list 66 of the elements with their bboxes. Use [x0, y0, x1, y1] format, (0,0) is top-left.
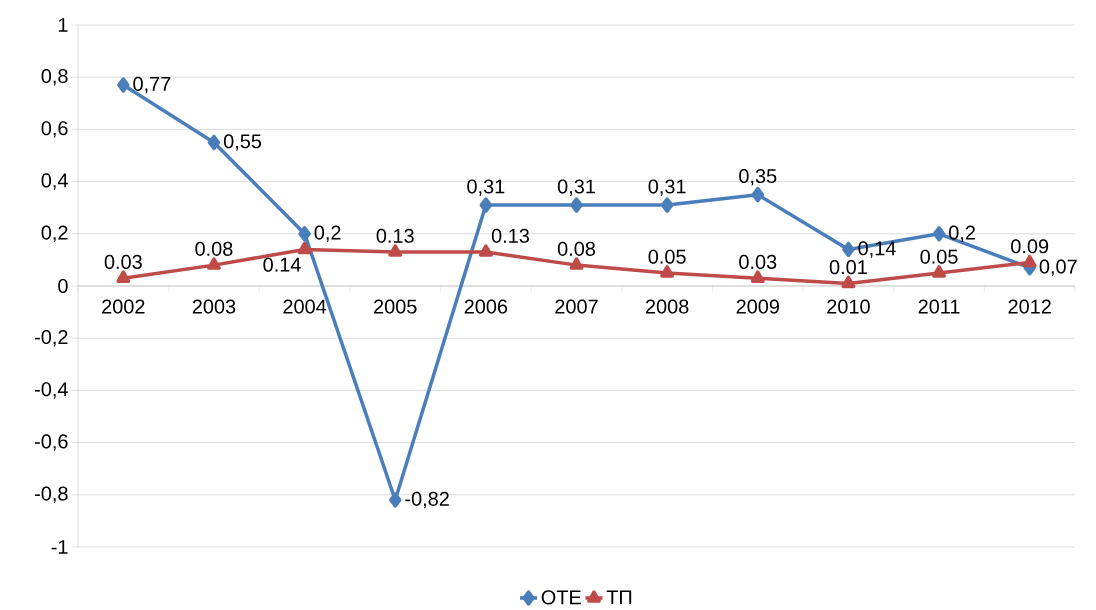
data-label: 0,35: [739, 168, 777, 186]
data-label: 0.05: [648, 249, 686, 264]
point: [117, 77, 130, 93]
point: [479, 197, 493, 213]
point: [932, 226, 946, 242]
x-tick-label: 2011: [918, 299, 960, 314]
x-tick-label: 2006: [464, 299, 508, 314]
point: [569, 257, 584, 270]
y-tick-label: -0,6: [35, 434, 68, 451]
x-tick-label: 2005: [374, 299, 417, 314]
y-tick-label: -0,4: [35, 382, 68, 399]
point: [1022, 254, 1037, 268]
data-label: 0.14: [263, 257, 301, 272]
data-label: 0,14: [858, 241, 896, 258]
point: [660, 197, 674, 213]
data-label: 0.08: [195, 241, 233, 256]
point: [298, 226, 311, 242]
data-label: 0.03: [104, 254, 142, 269]
x-tick-label: 2004: [283, 299, 327, 314]
data-label: -0,82: [405, 491, 449, 509]
y-tick-label: -1: [51, 540, 68, 554]
data-label: 0.13: [491, 228, 529, 243]
data-label: 0.03: [739, 254, 777, 269]
data-label: 0,55: [223, 134, 262, 151]
point: [932, 265, 946, 278]
y-tick-label: -0,8: [35, 486, 68, 504]
data-label: 0.01: [829, 260, 867, 275]
data-label: 0.08: [557, 241, 596, 256]
x-tick-label: 2008: [645, 299, 689, 314]
data-label: 0,31: [557, 179, 595, 196]
data-label: 0.09: [1011, 239, 1049, 254]
data-label: 0.13: [376, 228, 414, 243]
data-label: 0.05: [920, 249, 958, 264]
data-label: 0,31: [467, 179, 505, 196]
point: [570, 197, 583, 213]
y-tick-label: -0,2: [35, 329, 68, 347]
x-tick-label: 2010: [827, 299, 870, 314]
legend-label: ТП: [606, 590, 632, 605]
y-tick-label: 1: [58, 18, 68, 32]
point: [660, 265, 675, 278]
point: [751, 186, 765, 203]
legend-label: ОТЕ: [541, 590, 581, 605]
point: [841, 275, 856, 289]
data-label: 0,2: [949, 225, 975, 243]
point: [750, 270, 765, 283]
data-label: 0,07: [1039, 259, 1077, 276]
point: [388, 244, 403, 257]
y-tick-label: 0,2: [41, 225, 68, 243]
point: [116, 270, 131, 283]
y-tick-label: 0,8: [41, 68, 68, 86]
y-tick-label: 0: [58, 278, 68, 294]
point: [207, 134, 221, 151]
x-tick-label: 2012: [1008, 299, 1051, 314]
point: [297, 241, 312, 255]
point: [207, 257, 221, 270]
y-tick-label: 0,4: [41, 173, 68, 190]
x-tick-label: 2009: [736, 299, 779, 314]
y-tick-label: 0,6: [41, 121, 68, 138]
x-tick-label: 2007: [555, 299, 598, 314]
point: [842, 241, 855, 258]
point: [478, 244, 493, 257]
data-label: 0,2: [314, 225, 341, 243]
data-label: 0,31: [648, 179, 686, 196]
x-tick-label: 2003: [192, 299, 236, 314]
data-label: 0,77: [133, 76, 171, 94]
x-tick-label: 2002: [102, 299, 145, 314]
